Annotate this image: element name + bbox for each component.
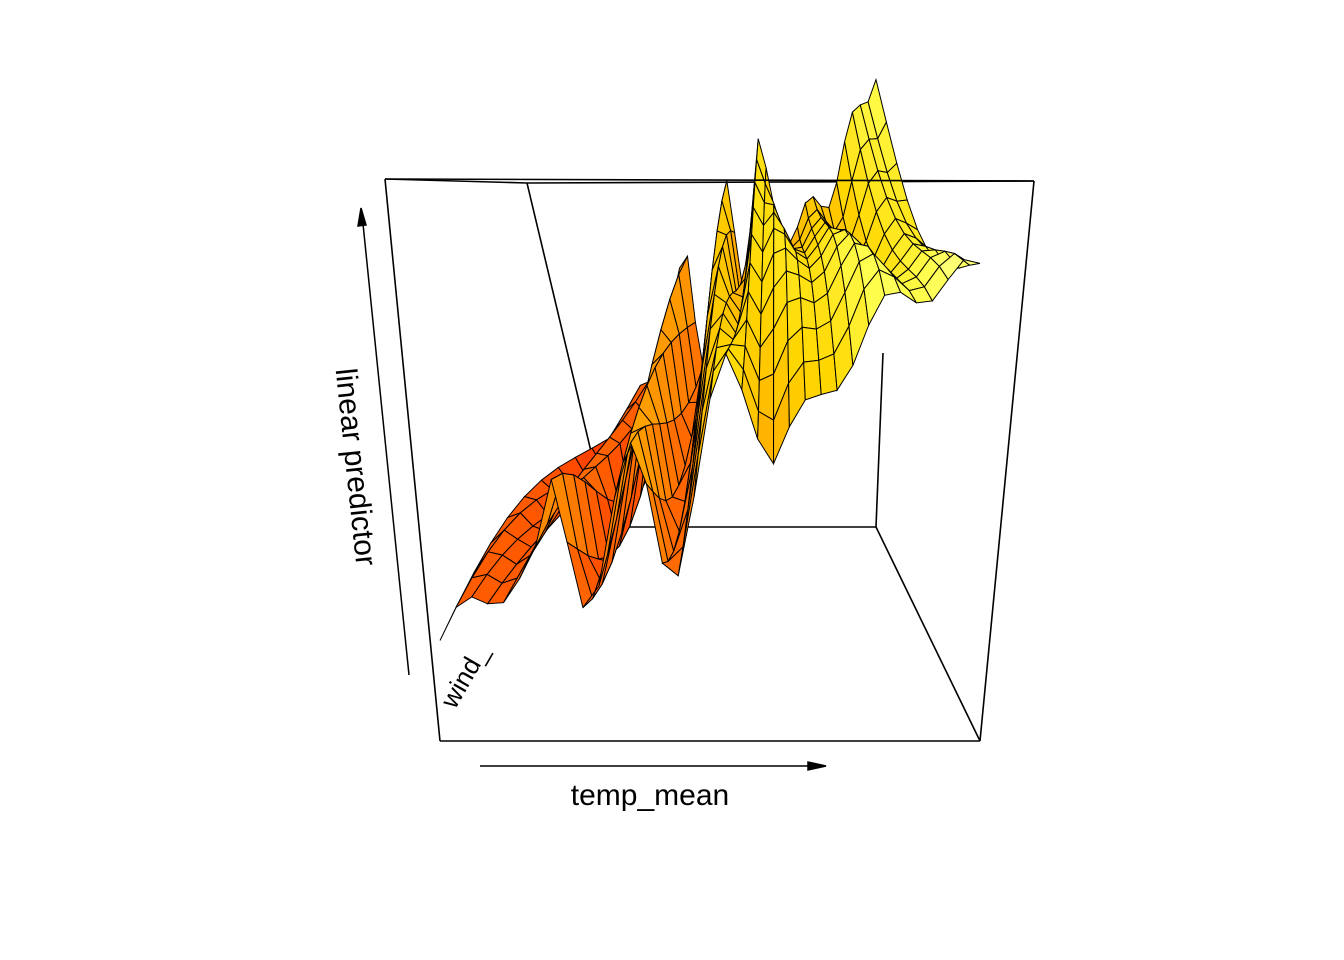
y-axis-label: wind_ — [434, 639, 495, 714]
surface-facet — [954, 253, 981, 266]
surface-facet — [757, 410, 775, 466]
surface-mesh — [439, 77, 981, 641]
z-axis-label: linear predictor — [329, 367, 383, 568]
box-front — [384, 178, 1035, 742]
x-axis-label: temp_mean — [571, 779, 729, 812]
surface-facet — [803, 359, 822, 401]
axis-arrows — [357, 207, 827, 771]
surface-facet — [785, 270, 802, 304]
